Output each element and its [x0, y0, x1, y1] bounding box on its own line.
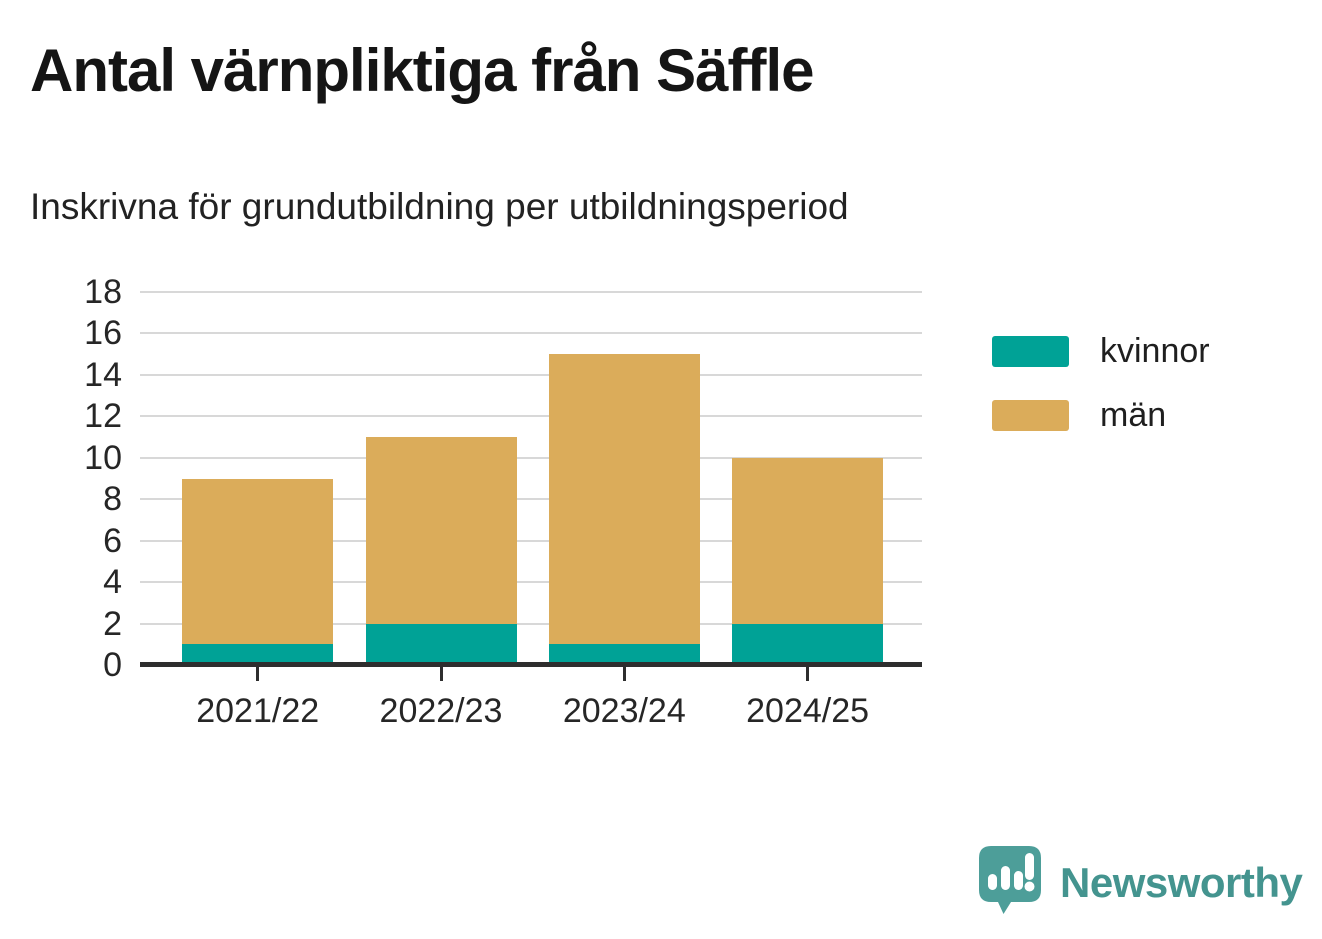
bar-segment-män-2023/24 — [548, 354, 700, 645]
gridline — [140, 332, 922, 335]
x-axis-label: 2022/23 — [379, 692, 503, 730]
newsworthy-wordmark: Newsworthy — [1060, 858, 1303, 906]
legend-swatch-kvinnor — [992, 336, 1069, 367]
bar-segment-män-2022/23 — [365, 437, 517, 624]
x-tick — [622, 667, 626, 681]
x-tick — [439, 667, 443, 681]
legend-item-man: män — [992, 396, 1210, 435]
legend-swatch-man — [992, 400, 1069, 431]
chart-title: Antal värnpliktiga från Säffle — [30, 37, 815, 104]
gridline — [140, 456, 922, 459]
gridline — [140, 498, 922, 501]
legend: kvinnor män — [992, 332, 1210, 460]
gridline — [140, 622, 922, 625]
legend-item-kvinnor: kvinnor — [992, 332, 1210, 371]
y-axis-label: 10 — [84, 438, 122, 477]
y-axis-label: 8 — [103, 480, 122, 519]
bar-segment-kvinnor-2022/23 — [365, 623, 517, 665]
chart-subtitle: Inskrivna för grundutbildning per utbild… — [30, 186, 849, 227]
gridline — [140, 291, 922, 293]
newsworthy-logo: Newsworthy — [978, 845, 1303, 920]
y-axis-label: 18 — [84, 273, 122, 311]
legend-label: män — [1100, 396, 1167, 434]
gridline — [140, 415, 922, 418]
x-axis-line — [140, 662, 922, 667]
y-axis-label: 14 — [84, 355, 122, 394]
bar-segment-kvinnor-2021/22 — [182, 644, 334, 665]
x-tick — [256, 667, 260, 681]
x-axis-label: 2023/24 — [562, 692, 686, 730]
bar-segment-kvinnor-2023/24 — [548, 644, 700, 665]
y-axis-label: 0 — [103, 646, 122, 684]
gridline — [140, 539, 922, 542]
x-axis-label: 2021/22 — [196, 692, 320, 730]
y-axis-label: 2 — [103, 604, 122, 643]
y-axis-label: 12 — [84, 397, 122, 436]
x-tick — [806, 667, 810, 681]
x-axis-label: 2024/25 — [746, 692, 870, 730]
gridline — [140, 373, 922, 376]
gridline — [140, 581, 922, 584]
y-axis-label: 6 — [103, 521, 122, 560]
legend-label: kvinnor — [1100, 332, 1210, 370]
bar-segment-män-2024/25 — [732, 457, 884, 624]
y-axis-label: 16 — [84, 314, 122, 353]
y-axis-label: 4 — [103, 563, 122, 602]
bar-segment-män-2021/22 — [182, 478, 334, 645]
newsworthy-speech-bubble-chart-icon — [978, 845, 1042, 920]
bar-segment-kvinnor-2024/25 — [732, 623, 884, 665]
